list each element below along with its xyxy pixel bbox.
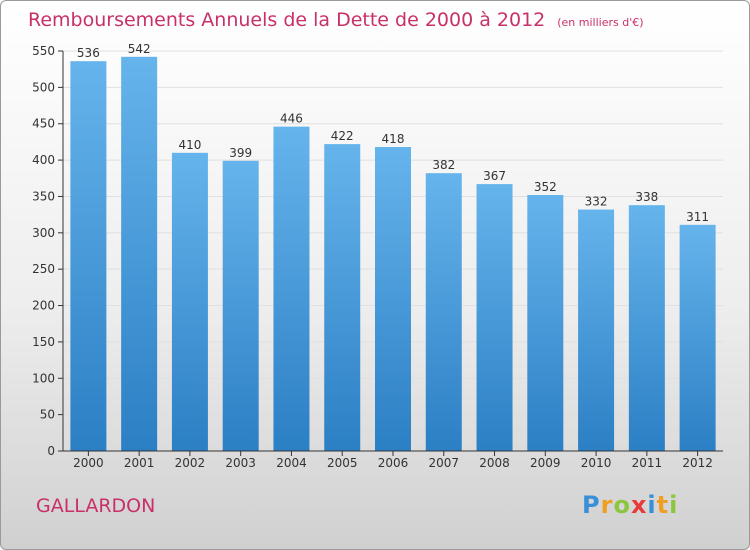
y-tick-label: 150: [32, 335, 55, 349]
y-tick-label: 300: [32, 226, 55, 240]
logo-letter: t: [656, 491, 670, 519]
data-label: 542: [128, 42, 151, 56]
data-label: 399: [229, 146, 252, 160]
x-tick-label: 2006: [378, 456, 409, 470]
bar: [476, 184, 513, 451]
logo-letter: i: [669, 491, 679, 519]
data-label: 446: [280, 112, 303, 126]
logo-letter: x: [630, 491, 648, 519]
y-tick-label: 450: [32, 117, 55, 131]
bar: [527, 195, 564, 451]
bar: [375, 147, 411, 451]
bar: [222, 160, 259, 451]
x-tick-label: 2005: [327, 456, 358, 470]
bar: [70, 61, 107, 451]
logo-letter: P: [582, 491, 601, 519]
x-tick-label: 2001: [124, 456, 155, 470]
value-labels: 536 542 410 399 446 422 418 382 367 352 332 338 311: [77, 42, 709, 224]
bars: [70, 56, 716, 452]
chart-title: Remboursements Annuels de la Dette de 20…: [28, 9, 644, 31]
bar: [425, 173, 462, 451]
x-tick-label: 2000: [73, 456, 104, 470]
bar: [273, 126, 310, 452]
bar: [679, 224, 716, 451]
bar: [578, 209, 615, 451]
x-tick-label: 2003: [225, 456, 256, 470]
city-name: GALLARDON: [36, 495, 156, 517]
x-tick-label: 2007: [428, 456, 459, 470]
bar: [171, 152, 208, 451]
chart-title-text: Remboursements Annuels de la Dette de 20…: [28, 9, 546, 31]
data-label: 418: [382, 132, 405, 146]
data-label: 352: [534, 180, 557, 194]
data-label: 311: [686, 210, 709, 224]
data-label: 410: [178, 138, 201, 152]
x-tick-label: 2009: [530, 456, 561, 470]
x-tick-label: 2008: [479, 456, 510, 470]
logo-letter: o: [613, 491, 631, 519]
y-tick-label: 50: [40, 408, 55, 422]
data-label: 332: [585, 195, 608, 209]
bar: [121, 56, 158, 452]
y-tick-label: 100: [32, 371, 55, 385]
x-tick-label: 2012: [682, 456, 713, 470]
x-tick-label: 2002: [175, 456, 206, 470]
x-tick-label: 2011: [632, 456, 663, 470]
y-tick-label: 350: [32, 189, 55, 203]
y-tick-label: 200: [32, 299, 55, 313]
bar: [628, 205, 665, 451]
y-tick-label: 550: [32, 44, 55, 58]
data-label: 536: [77, 46, 100, 60]
x-tick-label: 2010: [581, 456, 612, 470]
logo-letter: r: [600, 491, 614, 519]
proxiti-logo: Proxiti: [582, 491, 678, 519]
y-tick-label: 500: [32, 80, 55, 94]
y-tick-label: 400: [32, 153, 55, 167]
data-label: 367: [483, 169, 506, 183]
axes: 0 50 100 150 200 250 300 350 400 450 500 550 2000 200…: [32, 44, 723, 470]
data-label: 422: [331, 129, 354, 143]
x-tick-label: 2004: [276, 456, 307, 470]
data-label: 338: [635, 190, 658, 204]
chart-unit: (en milliers d'€): [557, 16, 644, 29]
y-tick-label: 250: [32, 262, 55, 276]
data-label: 382: [432, 158, 455, 172]
bar: [324, 144, 361, 451]
y-tick-label: 0: [47, 444, 55, 458]
logo-letter: i: [647, 491, 657, 519]
